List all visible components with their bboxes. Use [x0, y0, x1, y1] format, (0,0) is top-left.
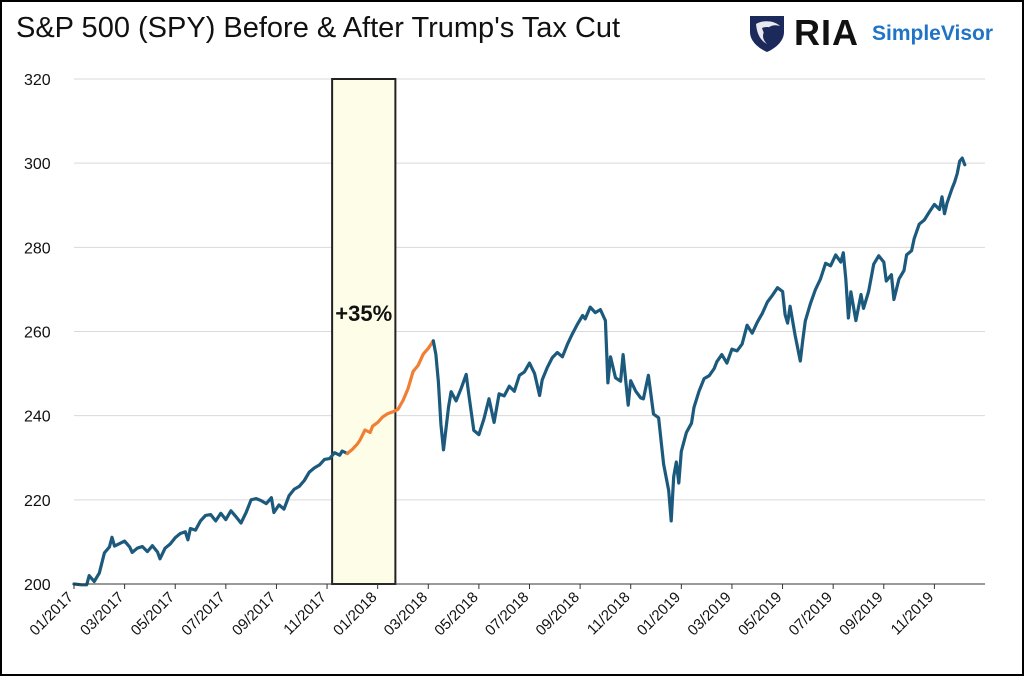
logo-ria-text: RIA [794, 12, 859, 53]
logo-simplevisor-text: SimpleVisor [872, 22, 993, 45]
axes [73, 583, 985, 589]
x-tick-label: 09/2018 [533, 589, 583, 639]
gridlines [74, 78, 985, 501]
y-tick-label: 320 [24, 72, 51, 89]
x-tick-label: 07/2017 [178, 589, 228, 639]
x-tick-label: 01/2019 [634, 589, 684, 639]
series-line-spy [431, 156, 967, 523]
x-tick-label: 03/2019 [684, 589, 734, 639]
y-tick-label: 200 [24, 577, 51, 594]
x-tick-label: 01/2017 [26, 589, 76, 639]
series-lines [72, 156, 967, 587]
x-tick-label: 01/2018 [330, 589, 380, 639]
series-line-tax-cut [345, 339, 435, 456]
x-tick-label: 05/2018 [431, 589, 481, 639]
x-tick-label: 09/2019 [836, 589, 886, 639]
eagle-shield-icon [750, 16, 784, 52]
y-tick-label: 300 [24, 156, 51, 173]
x-tick-label: 03/2017 [77, 589, 127, 639]
x-tick-label: 05/2017 [128, 589, 178, 639]
series-line-spy [72, 449, 349, 587]
x-tick-label: 11/2019 [888, 589, 938, 639]
y-tick-label: 220 [24, 493, 51, 510]
chart-title: S&P 500 (SPY) Before & After Trump's Tax… [16, 12, 621, 44]
y-tick-label: 240 [24, 409, 51, 426]
y-tick-label: 280 [24, 240, 51, 257]
x-tick-label: 05/2019 [735, 589, 785, 639]
ria-simplevisor-logo: RIA SimpleVisor [744, 10, 1006, 54]
x-tick-label: 03/2018 [381, 589, 431, 639]
highlight-region: +35% [331, 78, 397, 585]
x-tick-label: 11/2018 [584, 589, 634, 639]
x-tick-label: 07/2018 [482, 589, 532, 639]
x-tick-label: 07/2019 [786, 589, 836, 639]
x-tick-label: 09/2017 [229, 589, 279, 639]
tax-cut-highlight-box [331, 78, 397, 585]
y-tick-label: 260 [24, 325, 51, 342]
x-tick-label: 11/2017 [280, 589, 330, 639]
gain-annotation: +35% [335, 301, 392, 326]
